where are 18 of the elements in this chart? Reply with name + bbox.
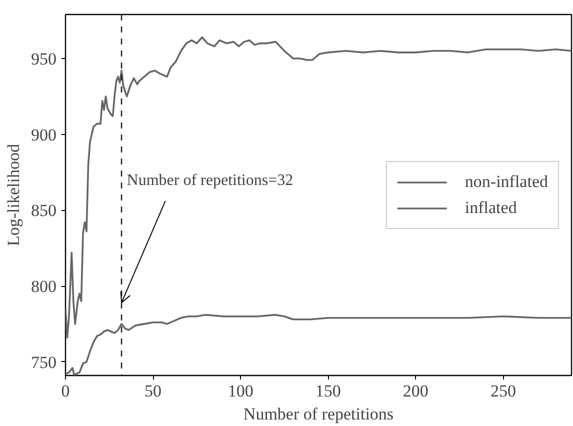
x-tick-label: 100 [228,382,254,400]
y-tick-label: 950 [31,49,56,68]
y-tick-label: 900 [31,125,56,144]
y-tick-label: 850 [31,201,56,220]
x-tick-label: 50 [144,382,162,400]
x-tick-label: 200 [402,382,428,400]
line-series [66,314,572,376]
y-axis-title: Log-likelihood [4,144,23,246]
annotation: Number of repetitions=32 [126,172,294,189]
legend-label: inflated [464,198,517,218]
x-axis-title: Number of repetitions [243,404,394,424]
line-series [66,36,572,338]
legend-label: non-inflated [464,172,548,192]
x-tick-label: 150 [315,382,341,400]
x-tick-label: 0 [61,382,70,400]
x-tick-label: 250 [490,382,516,400]
y-tick-label: 750 [31,352,56,372]
y-tick-label: 800 [31,277,56,296]
